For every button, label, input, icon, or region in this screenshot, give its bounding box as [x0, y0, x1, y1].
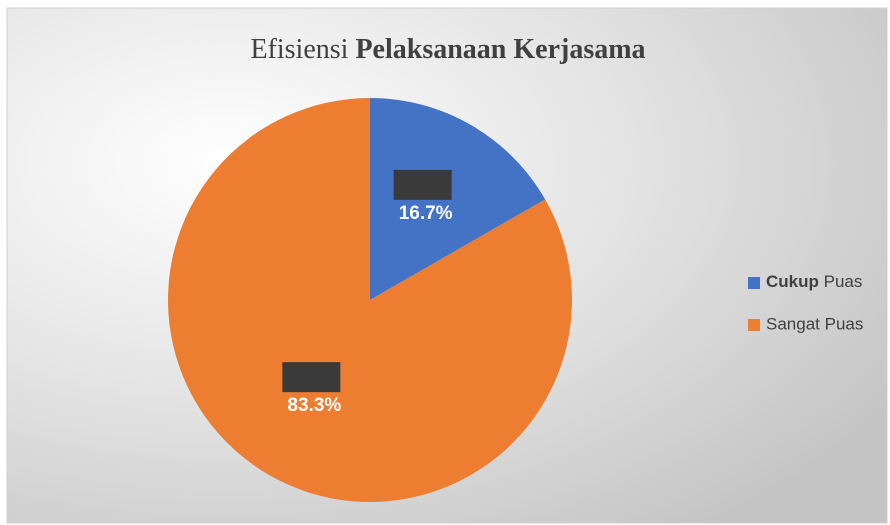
- chart-title: Efisiensi Pelaksanaan Kerjasama: [250, 34, 645, 65]
- pie-slice: [370, 98, 546, 300]
- label-box: [393, 169, 452, 200]
- pie-slice: [167, 98, 572, 502]
- legend-swatch: [748, 319, 760, 331]
- legend-label: Cukup Puas: [766, 272, 862, 291]
- label-box: [282, 362, 341, 393]
- data-label: 83.3%: [287, 395, 341, 416]
- legend-label: Sangat Puas: [766, 314, 863, 333]
- legend-swatch: [748, 277, 760, 289]
- data-label: 16.7%: [399, 203, 453, 224]
